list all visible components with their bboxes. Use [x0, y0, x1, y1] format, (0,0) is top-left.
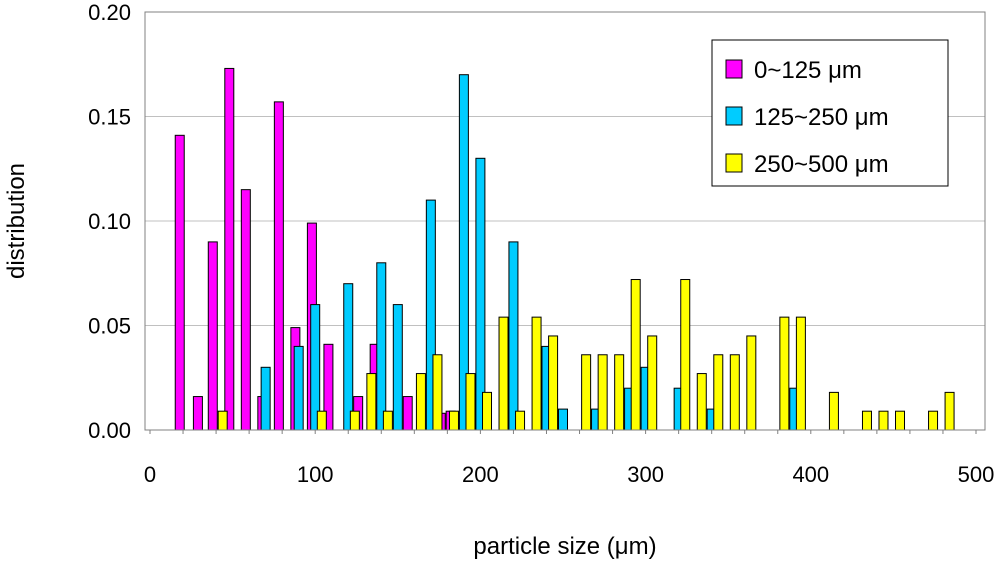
legend-label: 0~125 μm: [754, 57, 862, 84]
x-tick-label: 500: [958, 462, 995, 487]
bar-series-3: [316, 410, 327, 431]
bar-series-2: [376, 262, 387, 431]
bar-series-3: [548, 335, 559, 431]
bar-series-3: [217, 410, 228, 431]
bar-series-3: [415, 373, 426, 431]
bar-series-3: [878, 410, 889, 431]
x-tick-label: 200: [462, 462, 499, 487]
y-tick-label: 0.10: [88, 209, 131, 234]
legend-box: [711, 39, 949, 187]
bar-series-3: [713, 354, 724, 431]
legend-swatch: [725, 59, 743, 79]
x-tick-label: 0: [144, 462, 156, 487]
bar-series-3: [498, 316, 509, 431]
bar-series-2: [508, 241, 519, 431]
y-tick-label: 0.05: [88, 314, 131, 339]
bar-series-3: [861, 410, 872, 431]
bar-series-1: [174, 134, 185, 431]
bar-series-3: [531, 316, 542, 431]
bar-series-3: [895, 410, 906, 431]
legend-swatch: [725, 153, 743, 173]
bar-series-3: [630, 279, 641, 431]
bar-series-1: [224, 67, 235, 431]
bar-series-3: [515, 410, 526, 431]
bar-series-2: [558, 408, 568, 431]
x-tick-label: 300: [627, 462, 664, 487]
bar-series-3: [795, 316, 806, 431]
bar-series-3: [828, 391, 839, 431]
bar-series-3: [448, 410, 459, 431]
bar-series-3: [928, 410, 939, 431]
bar-series-1: [192, 396, 203, 431]
legend-label: 125~250 μm: [754, 104, 889, 131]
bar-series-2: [392, 304, 403, 431]
y-tick-label: 0.00: [88, 418, 131, 443]
x-axis-title: particle size (μm): [473, 533, 656, 560]
bar-series-1: [207, 241, 218, 431]
bar-series-3: [482, 391, 493, 431]
legend-swatch: [725, 106, 743, 126]
bar-series-3: [680, 279, 691, 431]
bar-series-3: [366, 373, 377, 431]
legend-label: 250~500 μm: [754, 151, 889, 178]
bar-series-3: [746, 335, 757, 431]
bar-series-1: [240, 189, 251, 431]
bar-series-2: [260, 366, 271, 431]
legend: 0~125 μm 125~250 μm 250~500 μm: [711, 39, 949, 187]
bar-series-3: [696, 373, 707, 431]
x-tick-label: 100: [297, 462, 334, 487]
axes: 0.00 0.05 0.10 0.15 0.20 0 100 200 300 400 500: [88, 0, 994, 487]
bar-series-3: [432, 354, 443, 431]
bar-series-3: [729, 354, 740, 431]
y-tick-label: 0.15: [88, 105, 131, 130]
bar-series-2: [293, 345, 304, 431]
bar-series-1: [402, 396, 413, 431]
bar-series-3: [581, 354, 592, 431]
bars: [174, 67, 955, 431]
bar-series-3: [779, 316, 790, 431]
bar-series-1: [273, 101, 284, 431]
bar-series-2: [343, 283, 354, 431]
bar-series-3: [614, 354, 625, 431]
bar-series-3: [647, 335, 658, 431]
x-tick-label: 400: [792, 462, 829, 487]
bar-series-3: [465, 373, 476, 431]
y-axis-title: distribution: [3, 163, 30, 279]
bar-series-3: [597, 354, 608, 431]
bar-series-3: [382, 410, 393, 431]
y-tick-label: 0.20: [88, 0, 131, 25]
bar-series-2: [475, 157, 486, 431]
bar-series-3: [349, 410, 360, 431]
bar-series-3: [944, 391, 955, 431]
